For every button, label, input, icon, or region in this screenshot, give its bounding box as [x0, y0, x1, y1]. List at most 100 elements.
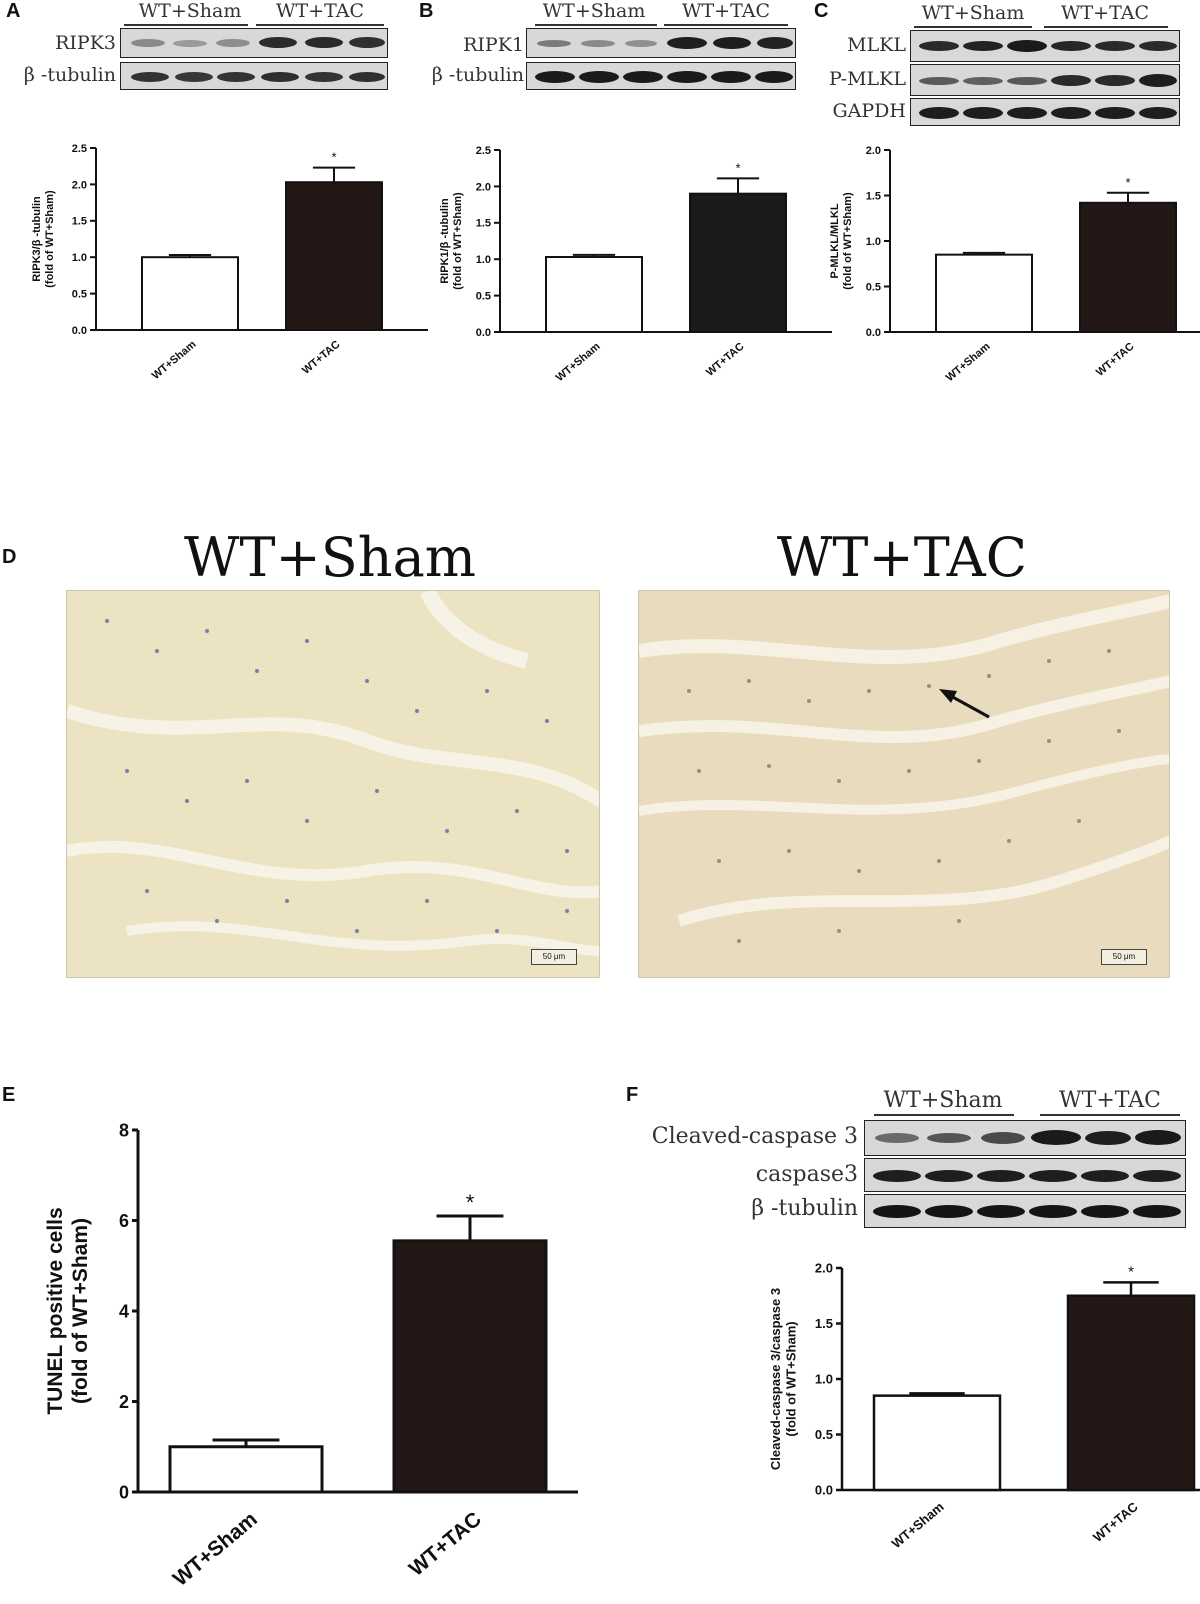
group-label-sham: WT+Sham — [883, 1088, 1003, 1113]
blot-row-label: β -tubulin — [751, 1196, 858, 1221]
bar-wt-tac — [285, 181, 383, 331]
blot-strip — [120, 28, 388, 58]
x-tick-label: WT+TAC — [300, 338, 342, 376]
blot-row-label: P-MLKL — [828, 68, 906, 90]
y-tick-label: 6 — [119, 1211, 129, 1231]
tissue-texture — [639, 594, 1169, 943]
group-line — [256, 24, 384, 26]
bar-wt-sham — [872, 1394, 1002, 1492]
group-label-tac: WT+TAC — [1060, 2, 1149, 24]
group-label-tac: WT+TAC — [275, 0, 364, 22]
bar-chart-f: 0.0 0.5 1.0 1.5 2.0 Cleaved-caspase 3/caspase… — [768, 1261, 1200, 1551]
y-tick-label: 2 — [119, 1392, 129, 1412]
blot-row-label: β -tubulin — [431, 64, 524, 86]
tissue-texture — [67, 591, 599, 956]
bar-wt-tac — [689, 192, 787, 333]
y-tick-label: 0.0 — [476, 327, 491, 339]
blot-strip — [910, 64, 1180, 96]
blot-strip — [864, 1194, 1186, 1228]
blot-strip — [864, 1158, 1186, 1192]
y-tick-label: 4 — [119, 1301, 129, 1321]
micrograph-sham: 50 μm — [66, 590, 600, 978]
blot-strip — [526, 28, 796, 58]
bar-chart-a: 0.0 0.5 1.0 1.5 2.0 2.5 RIPK3/β -tubulin (fold … — [31, 143, 428, 382]
significance-marker: * — [1128, 1263, 1134, 1280]
blot-strip — [526, 62, 796, 90]
significance-marker: * — [466, 1190, 475, 1215]
blot-strip — [910, 98, 1180, 126]
x-tick-label: WT+TAC — [704, 340, 746, 378]
blot-strip — [910, 30, 1180, 62]
y-tick-label: 2.0 — [476, 181, 491, 193]
group-label-tac: WT+TAC — [1059, 1088, 1161, 1113]
y-tick-label: 1.5 — [815, 1316, 833, 1331]
blot-row-label: Cleaved-caspase 3 — [651, 1124, 858, 1149]
y-tick-label: 1.5 — [476, 218, 491, 230]
blot-row-label: GAPDH — [832, 100, 907, 122]
scale-bar: 50 μm — [531, 949, 577, 965]
bar-wt-tac — [1066, 1294, 1196, 1492]
y-axis-label-unit: (fold of WT+Sham) — [784, 1321, 799, 1436]
panel-letter-e: E — [2, 1084, 16, 1106]
y-axis-label-unit: (fold of WT+Sham) — [44, 190, 56, 288]
micrograph-title-tac: WT+TAC — [776, 526, 1028, 589]
y-axis-label: Cleaved-caspase 3/caspase 3 — [768, 1288, 783, 1470]
group-line — [664, 24, 788, 26]
blot-row-label: caspase3 — [755, 1162, 858, 1187]
group-label-sham: WT+Sham — [138, 0, 242, 22]
y-tick-label: 0.5 — [815, 1427, 833, 1442]
arrow-icon — [939, 689, 990, 719]
x-tick-label: WT+Sham — [944, 340, 993, 384]
y-axis-label-unit: (fold of WT+Sham) — [842, 192, 854, 290]
group-line — [535, 24, 657, 26]
blot-row-label: RIPK3 — [55, 32, 116, 54]
y-axis-label-unit: (fold of WT+Sham) — [69, 1218, 92, 1404]
x-tick-label: WT+Sham — [889, 1499, 947, 1551]
bar-wt-tac — [392, 1239, 548, 1494]
significance-marker: * — [331, 150, 336, 165]
micrograph-title-sham: WT+Sham — [184, 526, 476, 589]
y-axis-label: TUNEL positive cells — [44, 1207, 67, 1414]
panel-letter-c: C — [814, 0, 829, 22]
x-tick-label: WT+TAC — [405, 1508, 486, 1581]
bar-wt-sham — [141, 256, 239, 332]
y-tick-label: 2.0 — [72, 179, 87, 191]
group-label-tac: WT+TAC — [681, 0, 770, 22]
blot-row-label: MLKL — [847, 34, 906, 56]
y-tick-label: 2.5 — [476, 145, 491, 157]
bar-chart-e: 0 2 4 6 8 TUNEL positive cells (fold of WT+Sha… — [44, 1120, 578, 1591]
y-tick-label: 2.0 — [815, 1261, 833, 1276]
y-tick-label: 8 — [119, 1120, 129, 1140]
blot-row-label: β -tubulin — [23, 64, 116, 86]
y-axis-label: RIPK3/β -tubulin — [31, 196, 43, 282]
y-tick-label: 1.5 — [72, 216, 87, 228]
bar-chart-b: 0.0 0.5 1.0 1.5 2.0 2.5 RIPK1/β -tubulin (fold … — [439, 145, 832, 384]
x-tick-label: WT+TAC — [1090, 1499, 1141, 1545]
y-axis-label-unit: (fold of WT+Sham) — [452, 192, 464, 290]
blot-strip — [120, 62, 388, 90]
panel-letter-b: B — [419, 0, 434, 22]
group-label-sham: WT+Sham — [921, 2, 1025, 24]
y-axis-label: RIPK1/β -tubulin — [439, 198, 451, 284]
x-tick-label: WT+Sham — [554, 340, 603, 384]
x-tick-label: WT+TAC — [1094, 340, 1136, 378]
y-tick-label: 0.0 — [815, 1483, 833, 1498]
panel-letter-d: D — [2, 546, 17, 568]
bar-wt-tac — [1079, 201, 1177, 333]
group-line — [124, 24, 248, 26]
bar-wt-sham — [168, 1445, 324, 1494]
y-tick-label: 1.0 — [866, 236, 881, 248]
y-tick-label: 1.0 — [72, 252, 87, 264]
group-line — [1044, 26, 1168, 28]
scale-bar: 50 μm — [1101, 949, 1147, 965]
y-tick-label: 0.0 — [866, 327, 881, 339]
group-line — [874, 1114, 1014, 1116]
y-tick-label: 2.5 — [72, 143, 87, 155]
group-label-sham: WT+Sham — [542, 0, 646, 22]
micrograph-tac: 50 μm — [638, 590, 1170, 978]
x-tick-label: WT+Sham — [150, 338, 199, 382]
y-tick-label: 0 — [119, 1482, 129, 1502]
y-tick-label: 0.5 — [72, 288, 87, 300]
group-line — [914, 26, 1032, 28]
significance-marker: * — [1125, 175, 1130, 190]
